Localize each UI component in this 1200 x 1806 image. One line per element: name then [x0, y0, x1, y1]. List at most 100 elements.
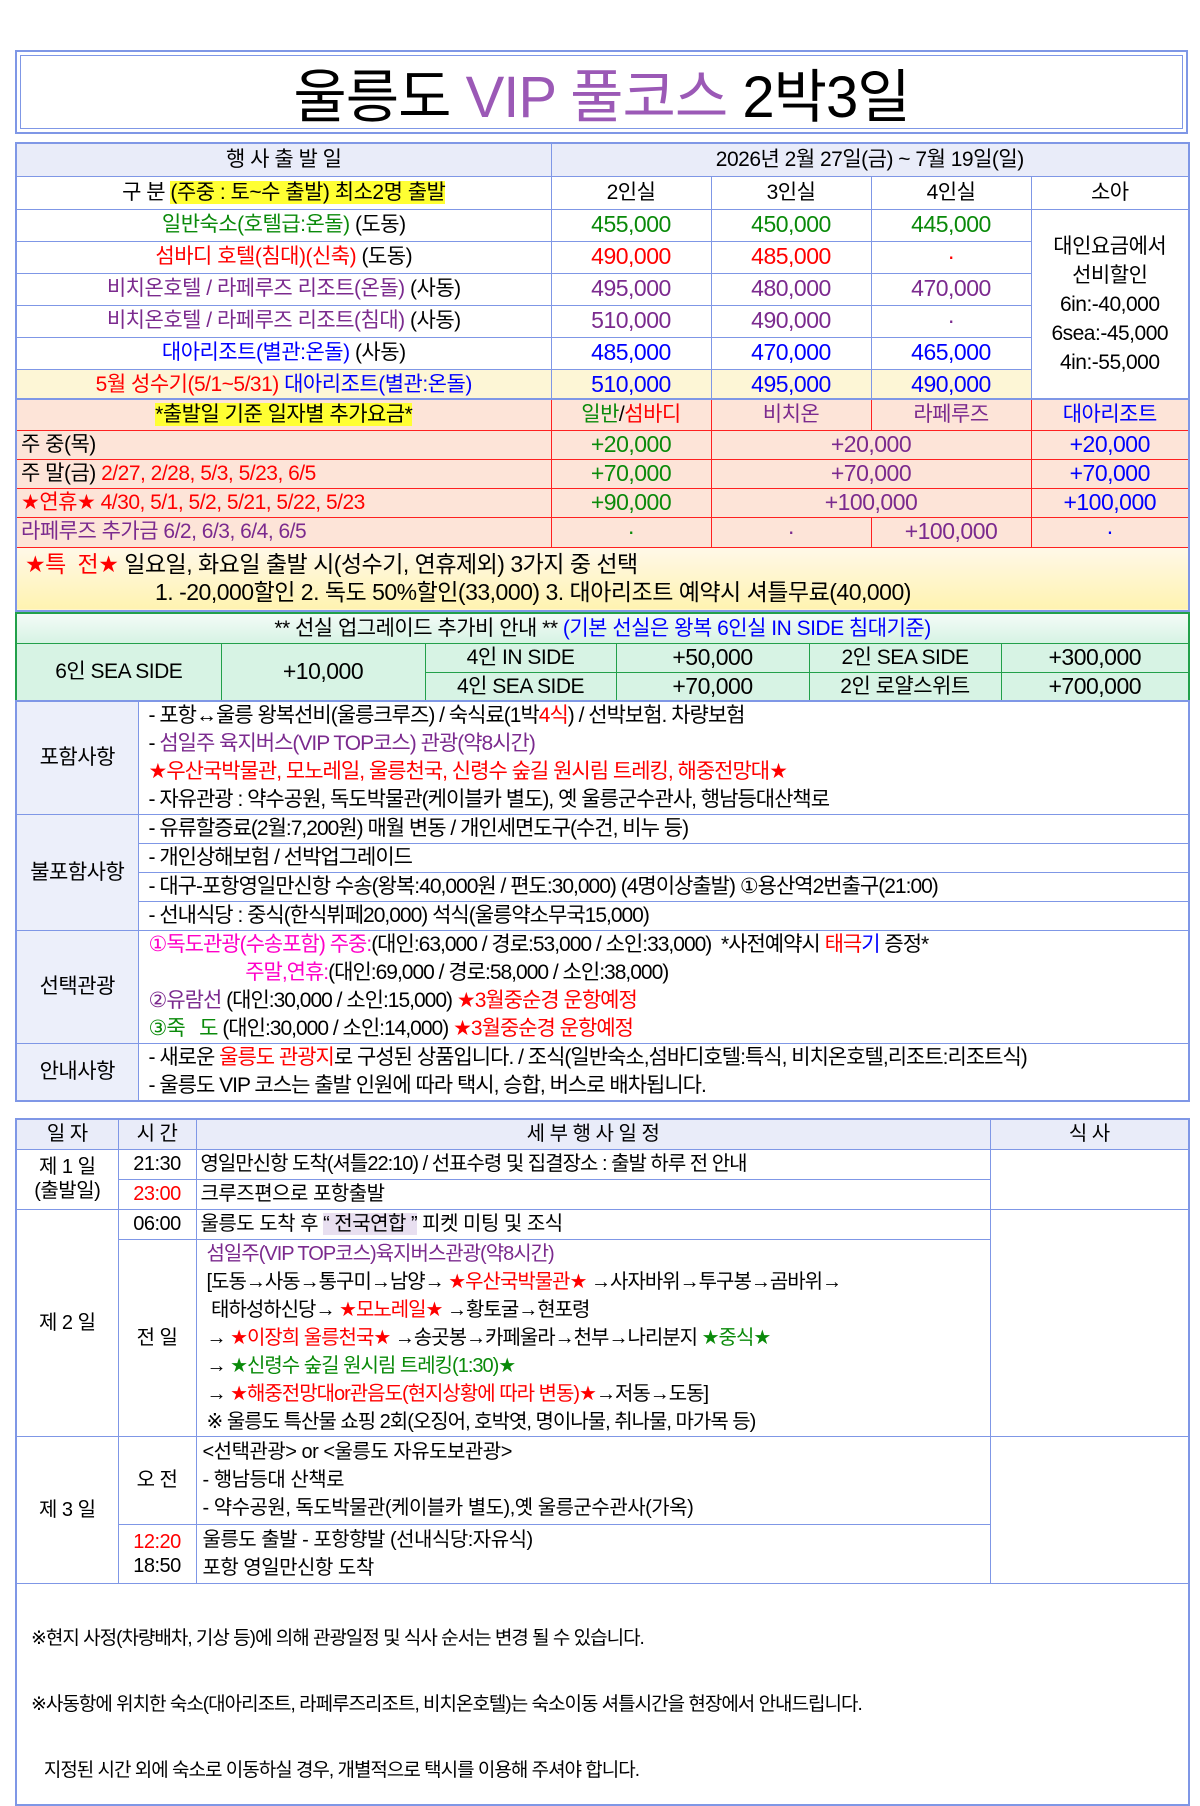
- event: 울릉도 출발 - 포항향발 (선내식당:자유식): [202, 1528, 534, 1551]
- text-segment: 대아리조트: [1062, 403, 1158, 427]
- text-segment: 대아리조트(별관:온돌): [161, 341, 350, 365]
- depart-label: 행 사 출 발 일: [15, 142, 552, 177]
- schedule-line: 섬일주(VIP TOP코스)육지버스관광(약8시간): [207, 1240, 980, 1268]
- upgrade-room: 4인 SEA SIDE: [424, 671, 617, 702]
- optional-lines: ①독도관광(수송포함) 주중:(대인:63,000 / 경로:53,000 / …: [137, 930, 1190, 1044]
- text-segment: 4식: [538, 704, 569, 727]
- upgrade-price: +50,000: [615, 642, 810, 673]
- included-label: 포함사항: [15, 700, 139, 815]
- notice-lines: - 새로운 울릉도 관광지로 구성된 상품입니다. / 조식(일반숙소,섬바디호…: [137, 1043, 1190, 1102]
- text-segment: (대인:69,000 / 경로:58,000 / 소인:38,000): [328, 961, 669, 984]
- col-4p: 4인실: [870, 175, 1032, 210]
- text-segment: (사동): [404, 277, 461, 301]
- day3-afternoon: 울릉도 출발 - 포항향발 (선내식당:자유식) 포항 영일만신항 도착: [195, 1523, 991, 1584]
- day3-morning: <선택관광> or <울릉도 자유도보관광> - 행남등대 산책로 - 약수공원…: [195, 1435, 991, 1525]
- text-segment: ①독도관광(수송포함) 주중:: [148, 933, 373, 956]
- time: 12:20: [133, 1530, 181, 1553]
- extra-value: +90,000: [550, 487, 712, 518]
- schedule-line: - 약수공원, 독도박물관(케이블카 별도),옛 울릉군수관사(가옥): [202, 1497, 694, 1519]
- upgrade-header: ** 선실 업그레이드 추가비 안내 ** (기본 선실은 왕복 6인실 IN …: [15, 612, 1190, 644]
- excluded-line: - 개인상해보험 / 선박업그레이드: [137, 843, 1190, 873]
- col-meals: 식 사: [989, 1118, 1190, 1150]
- text-segment: - 새로운: [148, 1046, 220, 1069]
- schedule-line: [도동→사동→통구미→남양→ ★우산국박물관★ →사자바위→투구봉→곰바위→: [207, 1268, 980, 1296]
- upgrade-room: 2인 SEA SIDE: [808, 642, 1002, 673]
- price-value: 490,000: [870, 368, 1032, 402]
- text-segment: 태극: [824, 933, 863, 956]
- col-child: 소아: [1030, 175, 1190, 210]
- text-segment: (대인:63,000 / 경로:53,000 / 소인:33,000) *사전예…: [371, 933, 825, 956]
- text-segment: 섬일주(VIP TOP코스)육지버스관광(약8시간): [206, 1242, 555, 1265]
- text-segment: →사자바위→투구봉→곰바위→: [586, 1270, 842, 1293]
- time: 23:00: [117, 1178, 197, 1210]
- day3-meals: [989, 1435, 1190, 1584]
- extra-value: +100,000: [870, 516, 1032, 548]
- extra-header-cell: *출발일 기준 일자별 추가요금*: [15, 398, 552, 431]
- schedule-line: → ★해중전망대or관음도(현지상황에 따라 변동)★→저동→도동]: [207, 1380, 980, 1408]
- price-value: 450,000: [710, 208, 872, 242]
- text-segment: 2/27, 2/28, 5/3, 5/23, 6/5: [101, 461, 316, 485]
- text-segment: ②유람선: [148, 989, 223, 1012]
- price-value: 470,000: [870, 272, 1032, 306]
- day2-label: 제 2 일: [15, 1208, 119, 1437]
- text-segment: ** 선실 업그레이드 추가비 안내 **: [274, 616, 563, 640]
- extra-value: +20,000: [710, 429, 1032, 460]
- schedule-line: ※ 울릉도 특산물 쇼핑 2회(오징어, 호박엿, 명이나물, 취나물, 마가목…: [207, 1408, 980, 1436]
- text-segment: (사동): [404, 309, 461, 333]
- text-segment: (대인:30,000 / 소인:15,000): [221, 989, 457, 1012]
- title-box: 울릉도 VIP 풀코스 2박3일: [15, 50, 1188, 134]
- optional-line: 주말,연휴:(대인:69,000 / 경로:58,000 / 소인:38,000…: [149, 959, 1179, 987]
- child-note-line: 6sea:-45,000: [1051, 322, 1169, 346]
- price-value: 510,000: [550, 304, 712, 338]
- text-segment: 울릉도: [293, 65, 466, 130]
- text-segment: ★신령수 숲길 원시림 트레킹(1:30)★: [230, 1354, 516, 1377]
- depart-range: 2026년 2월 27일(금) ~ 7월 19일(일): [550, 142, 1190, 177]
- text-segment: ★3월중순경 운항예정: [453, 1017, 634, 1040]
- included-line: - 섬일주 육지버스(VIP TOP코스) 관광(약8시간): [149, 730, 1179, 758]
- extra-value: ·: [710, 516, 872, 548]
- text-segment: ※ 울릉도 특산물 쇼핑 2회(오징어, 호박엿, 명이나물, 취나물, 마가목…: [206, 1410, 757, 1433]
- extra-value: ·: [1030, 516, 1190, 548]
- price-value: ·: [870, 240, 1032, 274]
- extra-row-name: 주 말(금) 2/27, 2/28, 5/3, 5/23, 6/5: [15, 458, 552, 489]
- note: 지정된 시간 외에 숙소로 이동하실 경우, 개별적으로 택시를 이용해 주셔야…: [31, 1759, 640, 1781]
- col-time: 시 간: [117, 1118, 197, 1150]
- text-segment: ③죽 도: [148, 1017, 219, 1040]
- text-segment: 5월 성수기(5/1~5/31): [95, 373, 280, 397]
- text-segment: (기본 선실은 왕복 6인실 IN SIDE 침대기준): [562, 616, 931, 640]
- text-segment: ★우산국박물관, 모노레일, 울릉천국, 신령수 숲길 원시림 트레킹, 해중전…: [148, 760, 788, 783]
- text-segment: 주 말(금): [21, 461, 102, 485]
- price-value: 490,000: [710, 304, 872, 338]
- schedule-line: → ★신령수 숲길 원시림 트레킹(1:30)★: [207, 1352, 980, 1380]
- text-segment: [도동→사동→통구미→남양→: [206, 1270, 449, 1293]
- text-segment: 비치온호텔 / 라페루즈 리조트(온돌): [106, 277, 405, 301]
- text-segment: ★연휴★ 4/30, 5/1, 5/2, 5/21, 5/22, 5/23: [21, 490, 365, 514]
- text-segment: - 자유관광 : 약수공원, 독도박물관(케이블카 별도), 옛 울릉군수관사,…: [148, 788, 831, 811]
- day-label: 제 1 일: [38, 1156, 96, 1178]
- text-segment: (대인:30,000 / 소인:14,000): [217, 1017, 454, 1040]
- text-segment: VIP 풀코스: [465, 65, 729, 130]
- text-segment: 섬일주 육지버스(VIP TOP코스) 관광(약8시간): [159, 732, 536, 755]
- text-segment: 주말,연휴:: [148, 961, 329, 984]
- time: 06:00: [117, 1208, 197, 1240]
- text-segment: →황토굴→현포령: [442, 1298, 590, 1321]
- accommodation-name: 비치온호텔 / 라페루즈 리조트(침대) (사동): [15, 304, 552, 338]
- day1-label: 제 1 일 (출발일): [15, 1148, 119, 1210]
- text-segment: (도동): [349, 213, 406, 237]
- included-line: - 자유관광 : 약수공원, 독도박물관(케이블카 별도), 옛 울릉군수관사,…: [149, 786, 1179, 814]
- included-line: ★우산국박물관, 모노레일, 울릉천국, 신령수 숲길 원시림 트레킹, 해중전…: [149, 758, 1179, 786]
- price-rows: 일반숙소(호텔급:온돌) (도동) 455,000 450,000 445,000 대인…: [15, 208, 1190, 402]
- extra-col-laperouse: 라페루즈: [870, 398, 1032, 431]
- notice-line: - 새로운 울릉도 관광지로 구성된 상품입니다. / 조식(일반숙소,섬바디호…: [149, 1044, 1179, 1072]
- accommodation-name: 5월 성수기(5/1~5/31) 대아리조트(별관:온돌): [15, 368, 552, 402]
- price-row: 일반숙소(호텔급:온돌) (도동) 455,000 450,000 445,000 대인…: [15, 208, 1190, 402]
- schedule-line: → ★이장희 울릉천국★ →송곳봉→카페울라→천부→나리분지 ★중식★: [207, 1324, 980, 1352]
- notice-label: 안내사항: [15, 1043, 139, 1102]
- extra-col-general: 일반/섬바디: [550, 398, 712, 431]
- text-segment: 라페루즈: [913, 403, 989, 427]
- price-value: 510,000: [550, 368, 712, 402]
- extra-row-name: 라페루즈 추가금 6/2, 6/3, 6/4, 6/5: [15, 516, 552, 548]
- day3-label: 제 3 일: [15, 1435, 119, 1584]
- text-segment: 기: [861, 933, 880, 956]
- text-segment: ★우산국박물관★: [448, 1270, 587, 1293]
